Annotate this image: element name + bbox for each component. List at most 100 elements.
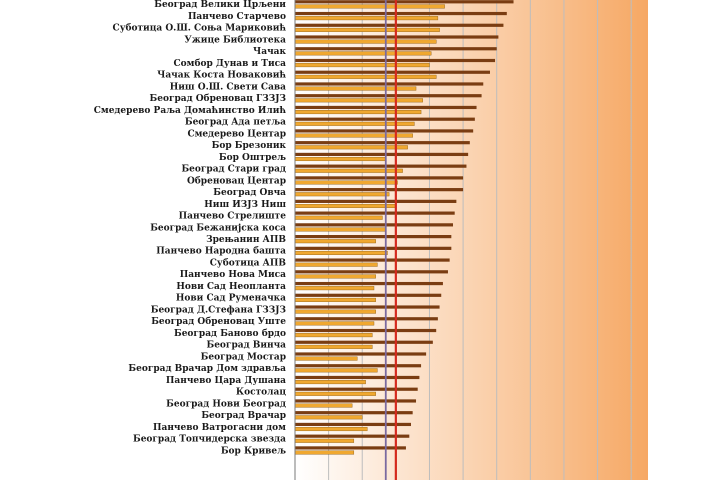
bar-series-2 — [295, 141, 470, 145]
bar-series-1 — [294, 63, 430, 68]
bar-series-2 — [295, 411, 413, 415]
category-label: Панчево Ватрогасни дом — [153, 423, 286, 433]
bar-series-1 — [294, 356, 358, 361]
bar-series-2 — [295, 94, 482, 98]
bar-series-1 — [294, 427, 368, 432]
bar-series-1 — [294, 27, 440, 32]
bar-series-1 — [294, 250, 388, 255]
category-label: Београд Врачар Дом здравља — [128, 364, 286, 374]
bar-series-1 — [294, 391, 376, 396]
bar-series-2 — [295, 258, 450, 262]
category-label: Ниш ИЗЈЗ Ниш — [204, 200, 286, 210]
category-label: Београд Овча — [213, 188, 286, 198]
bar-series-1 — [294, 98, 423, 103]
bar-series-1 — [294, 333, 373, 338]
bar-series-1 — [294, 39, 437, 44]
bar-series-2 — [295, 164, 467, 168]
category-label: Обреновац Центар — [187, 175, 286, 186]
bar-series-1 — [294, 415, 363, 420]
category-label: Смедерево Центар — [187, 129, 286, 139]
bar-series-2 — [295, 129, 474, 133]
bar-series-2 — [295, 152, 469, 157]
bar-series-1 — [294, 74, 437, 79]
category-label: Београд Д.Стефана ГЗЗЈЗ — [151, 305, 286, 315]
category-label: Панчево Стрелиште — [179, 212, 287, 222]
bar-series-1 — [294, 180, 398, 185]
bar-series-1 — [294, 403, 353, 408]
category-label: Чачак Коста Новаковић — [157, 71, 286, 81]
category-label: Панчево Старчево — [188, 12, 286, 22]
category-label: Бор Оштрељ — [219, 153, 286, 163]
category-label: Београд Обреновац Уште — [151, 316, 286, 327]
bar-series-1 — [294, 239, 376, 244]
bar-series-1 — [294, 297, 376, 302]
bar-series-1 — [294, 262, 378, 267]
bar-series-1 — [294, 192, 390, 197]
bar-series-1 — [294, 368, 378, 373]
category-label: Београд Мостар — [201, 352, 286, 362]
category-label: Нови Сад Неопланта — [176, 282, 286, 292]
bar-series-2 — [295, 375, 420, 380]
bar-series-2 — [295, 293, 442, 297]
bar-series-2 — [295, 235, 452, 239]
category-label: Београд Топчидерска звезда — [133, 435, 286, 445]
bar-series-1 — [294, 438, 355, 443]
bar-series-2 — [295, 11, 507, 16]
bar-series-1 — [294, 274, 376, 279]
bar-series-1 — [294, 145, 408, 150]
category-label: Нови Сад Руменачка — [176, 294, 286, 304]
category-label: Суботица О.Ш. Соња Мариковић — [113, 23, 287, 34]
category-label: Бор Кривељ — [221, 446, 286, 456]
bar-series-1 — [294, 380, 366, 385]
bar-series-2 — [295, 387, 418, 391]
bar-series-1 — [294, 450, 355, 455]
category-label: Панчево Цара Душана — [166, 376, 286, 386]
bar-series-1 — [294, 86, 417, 91]
category-label: Зрењанин АПВ — [206, 235, 286, 245]
bar-series-1 — [294, 16, 439, 21]
bar-series-1 — [294, 344, 373, 349]
category-label: Панчево Нова Миса — [180, 270, 286, 280]
reference-lines — [384, 0, 397, 480]
bar-series-2 — [295, 82, 484, 86]
bar-series-2 — [295, 364, 422, 368]
category-label: Београд Велики Црљени — [154, 0, 286, 10]
bar-series-2 — [295, 352, 427, 356]
bar-series-1 — [294, 286, 375, 291]
category-label: Ужице Библиотека — [184, 34, 286, 45]
bar-series-2 — [295, 422, 411, 427]
category-label: Смедерево Рaља Домаћинство Илић — [94, 106, 287, 116]
bar-series-2 — [295, 246, 452, 250]
bar-series-2 — [295, 223, 454, 227]
category-label: Београд Стари град — [181, 165, 286, 175]
bar-series-1 — [294, 4, 445, 9]
bar-series-2 — [295, 434, 410, 438]
bar-series-1 — [294, 110, 422, 115]
bar-series-1 — [294, 227, 386, 232]
category-label: Чачак — [253, 47, 286, 57]
bar-series-1 — [294, 309, 376, 314]
bar-series-1 — [294, 203, 397, 208]
category-label: Београд Нови Београд — [166, 399, 286, 409]
category-label: Панчево Народна башта — [156, 246, 286, 257]
bar-series-2 — [295, 199, 457, 203]
bar-series-2 — [295, 0, 514, 4]
category-label: Суботица АПВ — [210, 257, 287, 268]
bar-series-2 — [295, 446, 406, 450]
bar-series-2 — [295, 211, 455, 215]
category-label: Београд Ада петља — [185, 118, 286, 128]
bar-series-2 — [295, 188, 464, 192]
bar-series-2 — [295, 23, 504, 27]
bar-series-1 — [294, 51, 432, 56]
bar-series-2 — [295, 270, 448, 274]
bar-series-2 — [295, 281, 443, 286]
bar-series-2 — [295, 328, 437, 333]
category-label: Београд Врачар — [201, 411, 286, 421]
category-label: Београд Баново брдо — [174, 328, 286, 339]
bar-series-2 — [295, 317, 438, 321]
category-label: Костолац — [236, 388, 286, 398]
category-label: Београд Винча — [207, 341, 287, 351]
bar-series-2 — [295, 70, 490, 74]
